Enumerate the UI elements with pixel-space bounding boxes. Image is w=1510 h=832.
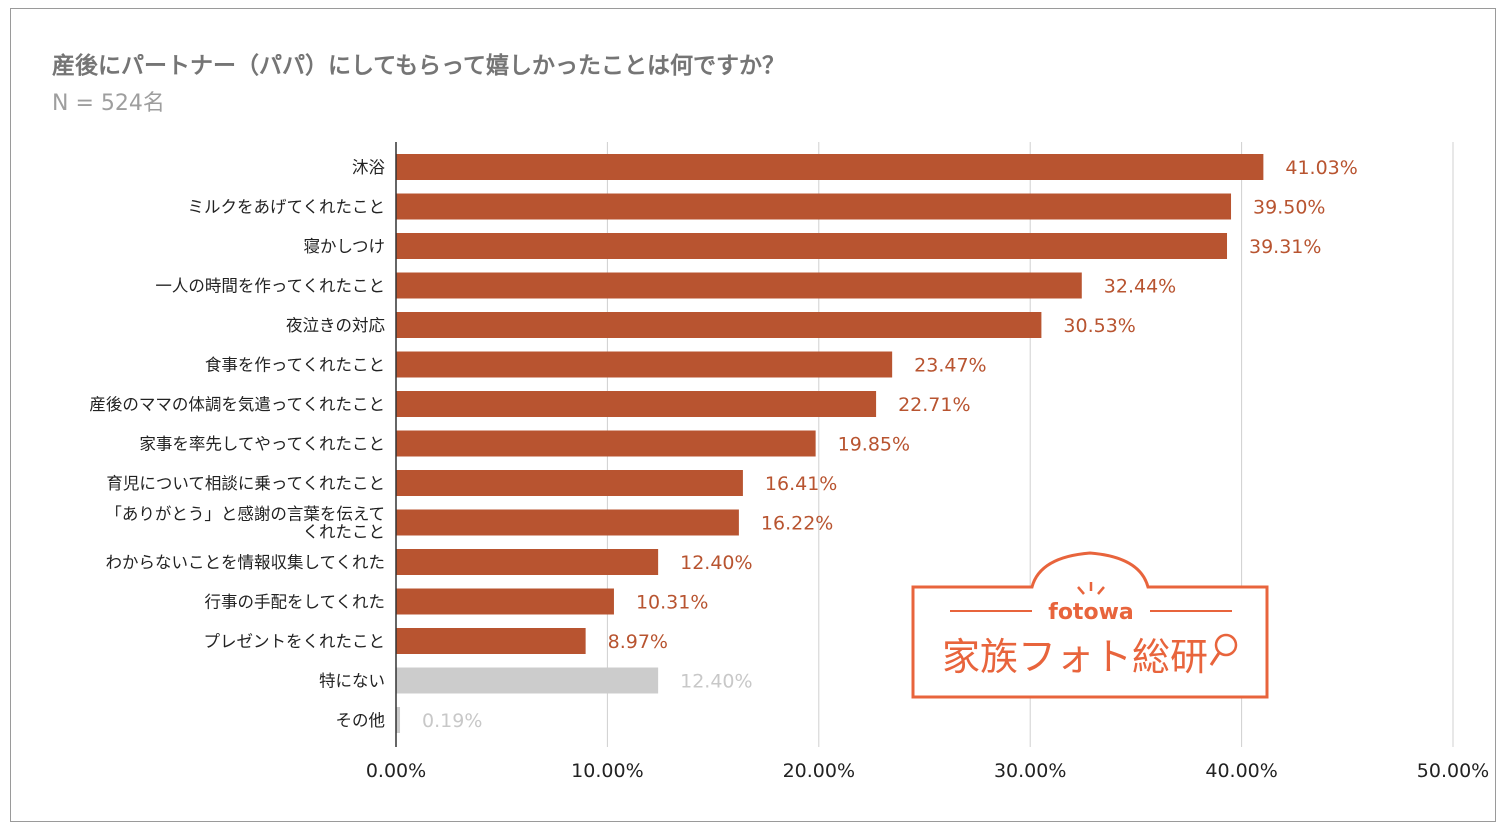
chart-subtitle: N = 524名 <box>52 91 165 116</box>
value-label: 30.53% <box>1063 315 1135 337</box>
category-label: プレゼントをくれたこと <box>204 632 386 651</box>
chart-title: 産後にパートナー（パパ）にしてもらって嬉しかったことは何ですか？ <box>52 53 786 79</box>
bar <box>396 272 1082 299</box>
bar <box>396 154 1264 180</box>
bar <box>396 509 739 536</box>
logo-name: 家族フォト総研 <box>942 635 1208 679</box>
value-label: 39.50% <box>1253 197 1325 219</box>
value-label: 19.85% <box>838 434 910 456</box>
sparkle-icon <box>1077 582 1105 595</box>
bar <box>396 430 816 457</box>
category-label: 「ありがとう」と感謝の言葉を伝えてくれたこと <box>105 505 385 542</box>
value-label: 0.19% <box>422 710 482 732</box>
value-label: 16.41% <box>765 473 837 495</box>
value-label: 41.03% <box>1285 157 1357 179</box>
x-tick-label: 30.00% <box>994 760 1066 782</box>
bar <box>396 193 1232 220</box>
bar <box>396 391 877 417</box>
x-tick-label: 10.00% <box>571 760 643 782</box>
value-label: 22.71% <box>898 394 970 416</box>
category-label: ミルクをあげてくれたこと <box>187 198 385 217</box>
magnifier-icon <box>1214 633 1238 657</box>
logo-badge <box>911 551 1269 699</box>
chart-frame <box>10 8 1496 822</box>
value-label: 16.22% <box>761 513 833 535</box>
value-label: 23.47% <box>914 355 986 377</box>
category-label: わからないことを情報収集してくれた <box>105 553 385 572</box>
bar <box>396 549 659 575</box>
category-label: その他 <box>336 711 386 730</box>
category-label: 行事の手配をしてくれた <box>204 593 385 612</box>
bar <box>396 588 614 615</box>
value-label: 39.31% <box>1249 236 1321 258</box>
x-tick-label: 50.00% <box>1417 760 1489 782</box>
category-label: 育児について相談に乗ってくれたこと <box>106 474 385 493</box>
value-label: 32.44% <box>1104 276 1176 298</box>
category-label: 家事を率先してやってくれたこと <box>139 435 385 454</box>
bar <box>396 312 1042 338</box>
bar <box>396 351 893 378</box>
category-label: 寝かしつけ <box>303 236 385 256</box>
bar <box>396 707 401 733</box>
x-tick-label: 0.00% <box>366 760 426 782</box>
bar <box>396 470 743 496</box>
value-label: 12.40% <box>680 671 752 693</box>
category-label: 特にない <box>319 672 385 691</box>
category-label: 一人の時間を作ってくれたこと <box>155 277 385 296</box>
value-label: 12.40% <box>680 552 752 574</box>
value-label: 8.97% <box>608 631 668 653</box>
x-tick-label: 40.00% <box>1205 760 1277 782</box>
bar <box>396 667 659 694</box>
value-label: 10.31% <box>636 592 708 614</box>
x-tick-label: 20.00% <box>783 760 855 782</box>
category-label: 沐浴 <box>352 158 386 177</box>
bar <box>396 628 586 654</box>
category-label: 食事を作ってくれたこと <box>205 356 385 375</box>
magnifier-handle <box>1209 652 1221 666</box>
bar <box>396 233 1228 259</box>
category-label: 夜泣きの対応 <box>286 316 386 335</box>
logo-brand: fotowa <box>1048 600 1134 625</box>
category-label: 産後のママの体調を気遣ってくれたこと <box>89 395 385 414</box>
